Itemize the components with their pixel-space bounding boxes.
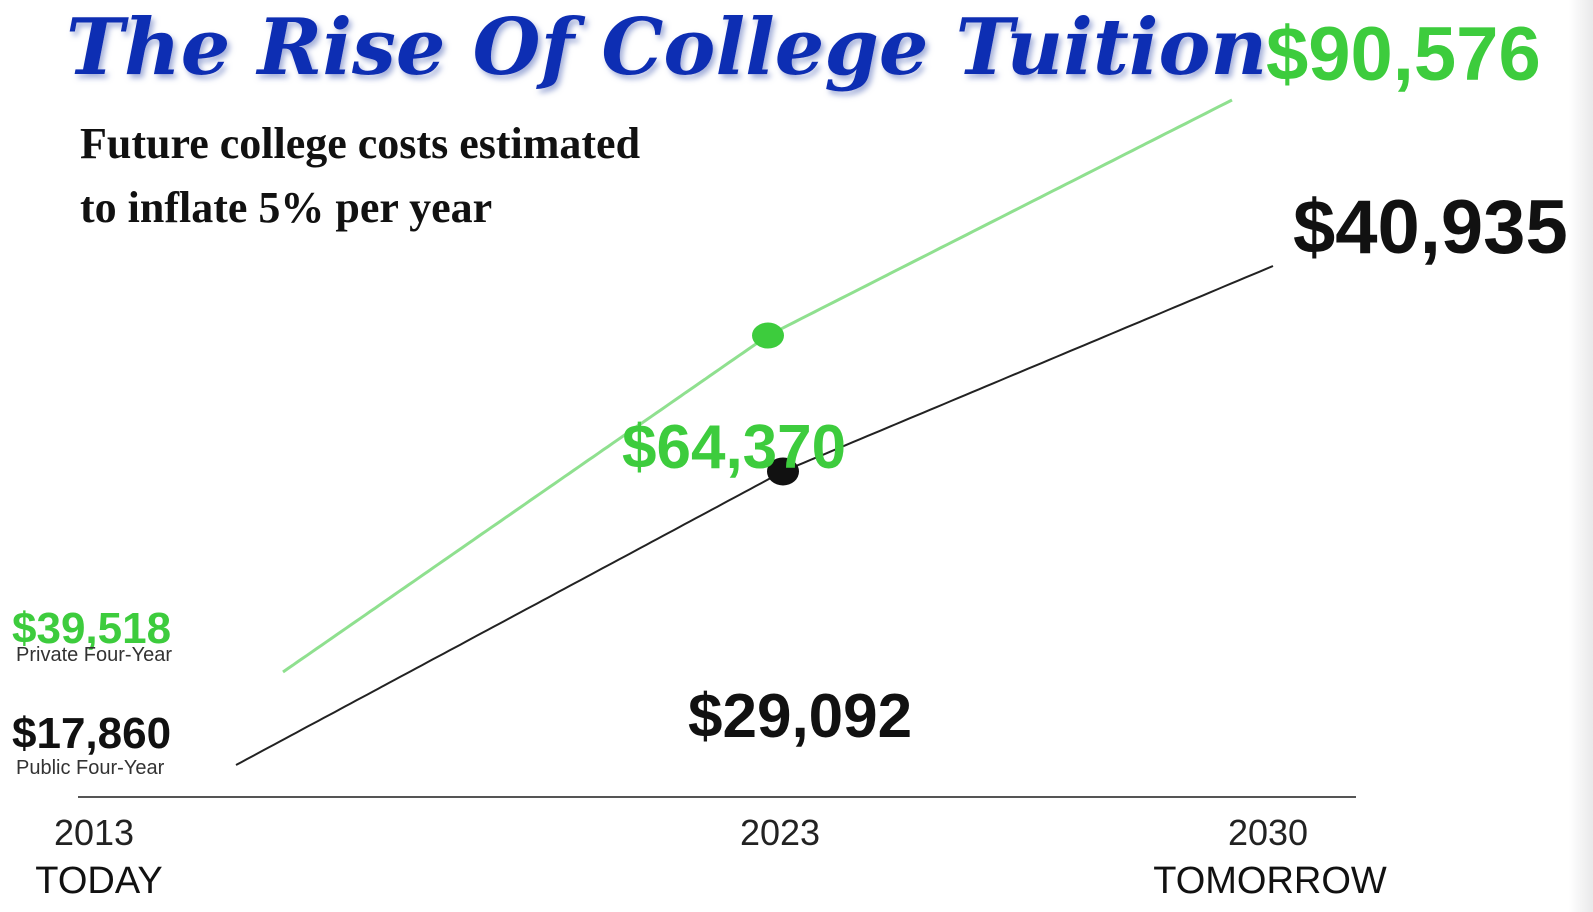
value-label-private-2023: $64,370 xyxy=(622,413,846,482)
value-label-private-2013: $39,518 xyxy=(12,604,171,653)
value-label-public-2013: $17,860 xyxy=(12,709,171,758)
value-label-public-2030: $40,935 xyxy=(1293,185,1568,270)
x-tick-label-2030: 2030 xyxy=(1228,812,1308,853)
data-point-private-2023 xyxy=(752,322,784,349)
x-tick-sublabel-today: TODAY xyxy=(35,860,162,902)
x-tick-sublabel-tomorrow: TOMORROW xyxy=(1153,860,1387,902)
x-tick-label-2023: 2023 xyxy=(740,812,820,853)
x-tick-label-2013: 2013 xyxy=(54,812,134,853)
series-line-private xyxy=(282,98,1233,674)
right-edge-shadow xyxy=(1569,0,1593,912)
series-line-public xyxy=(235,265,1274,766)
chart-subtitle-line-1: Future college costs estimated xyxy=(80,119,640,168)
data-point-public-2023 xyxy=(767,457,799,486)
chart-subtitle-line-2: to inflate 5% per year xyxy=(80,183,492,232)
chart-title: The Rise Of College Tuition xyxy=(66,2,1267,93)
value-label-public-2023: $29,092 xyxy=(688,682,912,751)
series-name-private: Private Four-Year xyxy=(16,644,172,666)
value-label-private-2030: $90,576 xyxy=(1266,12,1541,97)
series-name-public: Public Four-Year xyxy=(16,757,165,779)
